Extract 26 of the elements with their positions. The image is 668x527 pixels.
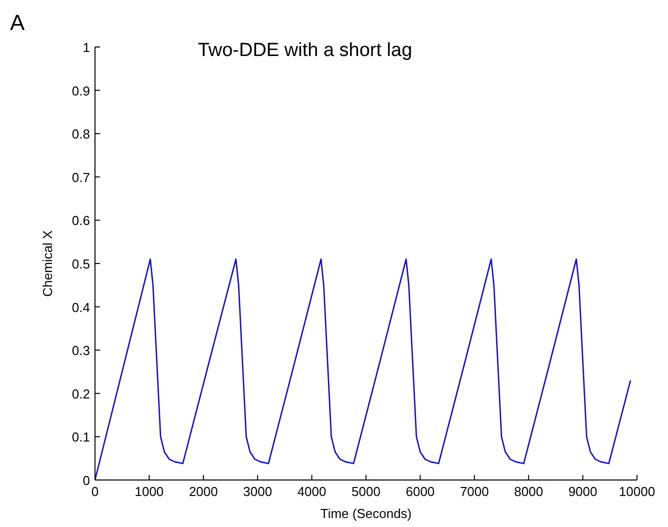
y-tick-label: 0.9: [72, 83, 90, 98]
x-tick-label: 10000: [618, 484, 656, 499]
y-tick-label: 0.8: [72, 126, 90, 142]
line-series: [94, 258, 632, 481]
x-tick-label: 9000: [568, 484, 598, 499]
y-tick-label: 0.1: [72, 430, 90, 445]
x-axis-title: Time (Seconds): [320, 506, 412, 521]
y-tick-label: 0.6: [72, 213, 90, 228]
y-tick-label: 0.5: [72, 256, 90, 272]
chart-title: Two-DDE with a short lag: [198, 40, 412, 61]
x-tick-label: 8000: [514, 484, 544, 499]
x-tick-label: 4000: [297, 484, 326, 499]
y-tick-label: 0.4: [72, 300, 90, 315]
x-tick-label: 3000: [243, 484, 272, 499]
x-tick-label: 6000: [406, 484, 435, 499]
y-axis-title: Chemical X: [40, 230, 55, 297]
x-tick-label: 7000: [460, 484, 489, 499]
y-tick-label: 0: [82, 473, 90, 488]
y-tick-label: 0.2: [72, 386, 90, 402]
x-tick-label: 5000: [352, 484, 380, 499]
x-tick-label: 1000: [134, 484, 164, 499]
y-tick-label: 0.3: [72, 343, 90, 358]
y-tick-label: 0.7: [72, 170, 90, 185]
y-tick-label: 1: [82, 40, 90, 55]
x-tick-label: 2000: [188, 484, 218, 499]
text: A: [10, 10, 25, 35]
